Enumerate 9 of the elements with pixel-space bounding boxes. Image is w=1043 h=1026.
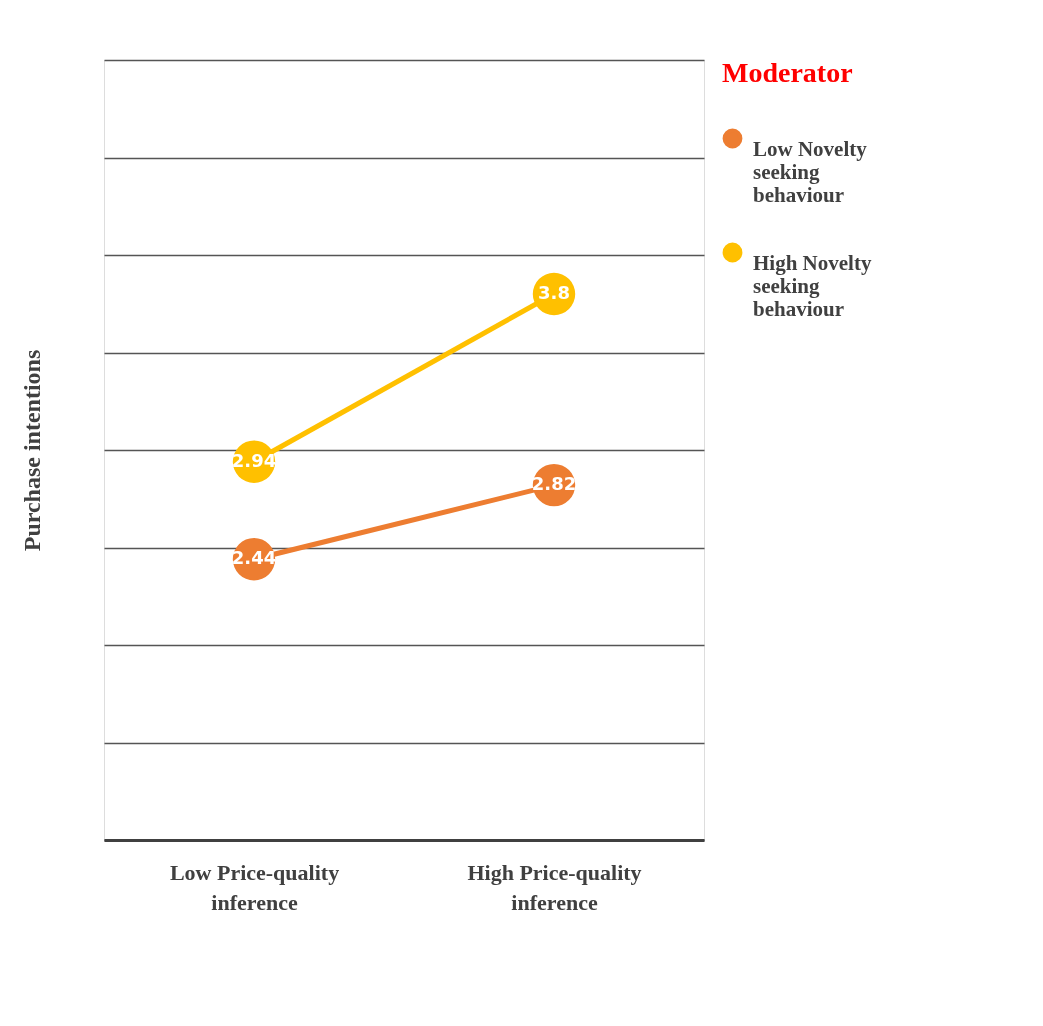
y-axis-title: Purchase intentions <box>18 349 45 552</box>
data-label: 2.44 <box>231 547 277 569</box>
legend-label: Low Novelty seeking behaviour <box>753 136 868 207</box>
x-tick-label: Low Price-quality inference <box>169 859 340 915</box>
legend-label: High Novelty seeking behaviour <box>753 250 872 321</box>
data-label: 2.82 <box>531 473 577 495</box>
legend-title: Moderator <box>722 57 853 88</box>
x-tick-label: High Price-quality inference <box>467 859 642 915</box>
data-label: 3.8 <box>538 282 570 303</box>
